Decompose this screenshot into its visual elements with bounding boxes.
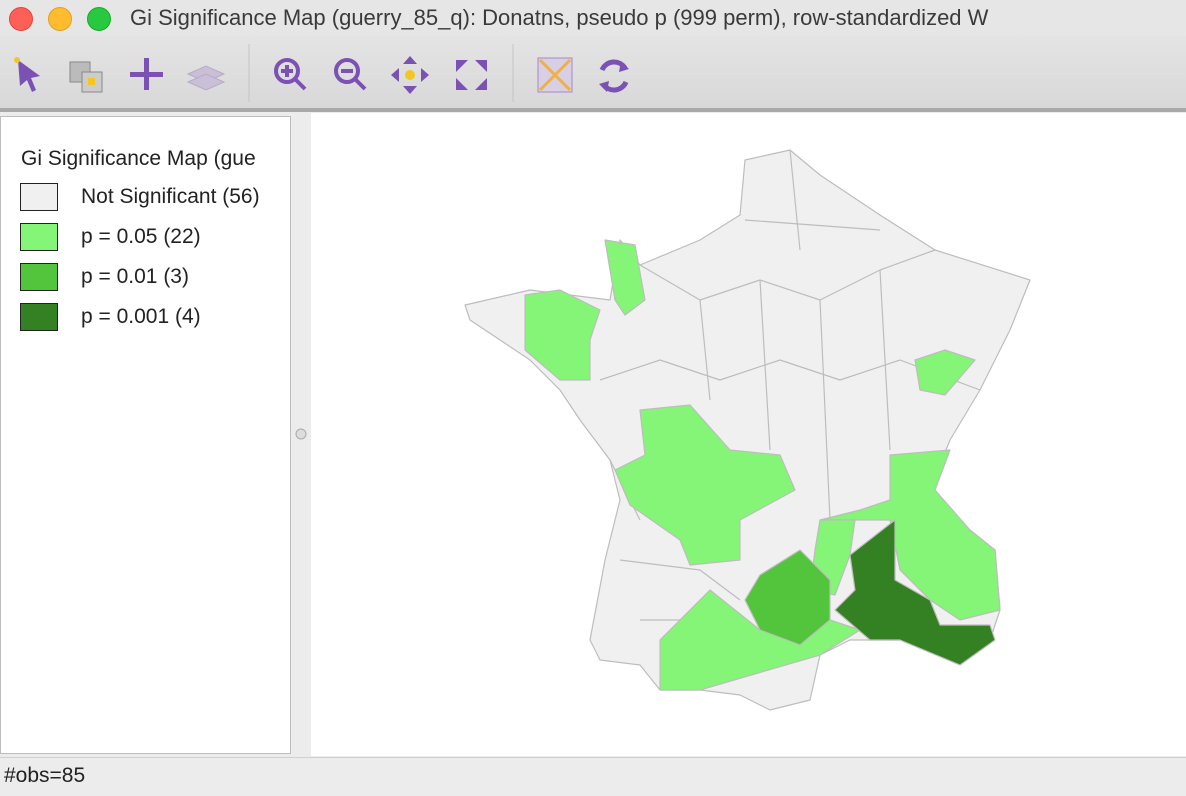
zoom-out[interactable] bbox=[334, 58, 367, 91]
minimize-button[interactable] bbox=[48, 7, 72, 31]
legend-swatch bbox=[20, 223, 58, 251]
layers[interactable] bbox=[186, 65, 226, 91]
zoom-button[interactable] bbox=[87, 7, 111, 31]
region bbox=[914, 349, 976, 396]
close-button[interactable] bbox=[9, 7, 33, 31]
map bbox=[464, 149, 1031, 711]
status-text: #obs=85 bbox=[4, 764, 86, 787]
select-tool[interactable] bbox=[14, 57, 40, 92]
region bbox=[659, 589, 861, 691]
legend-label: p = 0.05 (22) bbox=[81, 225, 201, 248]
add-layer[interactable] bbox=[130, 58, 163, 90]
selection-tool[interactable] bbox=[69, 61, 103, 93]
region bbox=[524, 289, 601, 381]
region bbox=[614, 404, 796, 566]
legend-swatch bbox=[20, 263, 58, 291]
legend-panel: Gi Significance Map (gue Not Significant… bbox=[0, 116, 291, 754]
splitter-handle bbox=[295, 428, 307, 440]
full-extent[interactable] bbox=[456, 60, 487, 90]
legend-swatch bbox=[20, 303, 58, 331]
legend-label: p = 0.01 (3) bbox=[81, 265, 189, 288]
window-title: Gi Significance Map (guerry_85_q): Donat… bbox=[130, 5, 989, 30]
legend-label: p = 0.001 (4) bbox=[81, 305, 201, 328]
legend-label: Not Significant (56) bbox=[81, 185, 260, 208]
basemap[interactable] bbox=[537, 57, 573, 93]
region bbox=[819, 449, 1001, 621]
legend-title: Gi Significance Map (gue bbox=[21, 147, 256, 170]
toolbar-icons bbox=[14, 44, 629, 102]
toolbar bbox=[0, 36, 1186, 112]
status-bar: #obs=85 bbox=[0, 757, 1186, 796]
title-bar: Gi Significance Map (guerry_85_q): Donat… bbox=[0, 0, 1186, 36]
region bbox=[834, 519, 996, 666]
region-borders bbox=[599, 149, 981, 621]
refresh[interactable] bbox=[599, 59, 629, 93]
map-canvas[interactable] bbox=[311, 113, 1186, 756]
legend-swatch bbox=[20, 183, 58, 211]
region bbox=[744, 549, 831, 646]
splitter[interactable] bbox=[291, 116, 310, 756]
pan[interactable] bbox=[391, 56, 429, 94]
zoom-in[interactable] bbox=[274, 58, 307, 91]
region bbox=[604, 239, 646, 316]
